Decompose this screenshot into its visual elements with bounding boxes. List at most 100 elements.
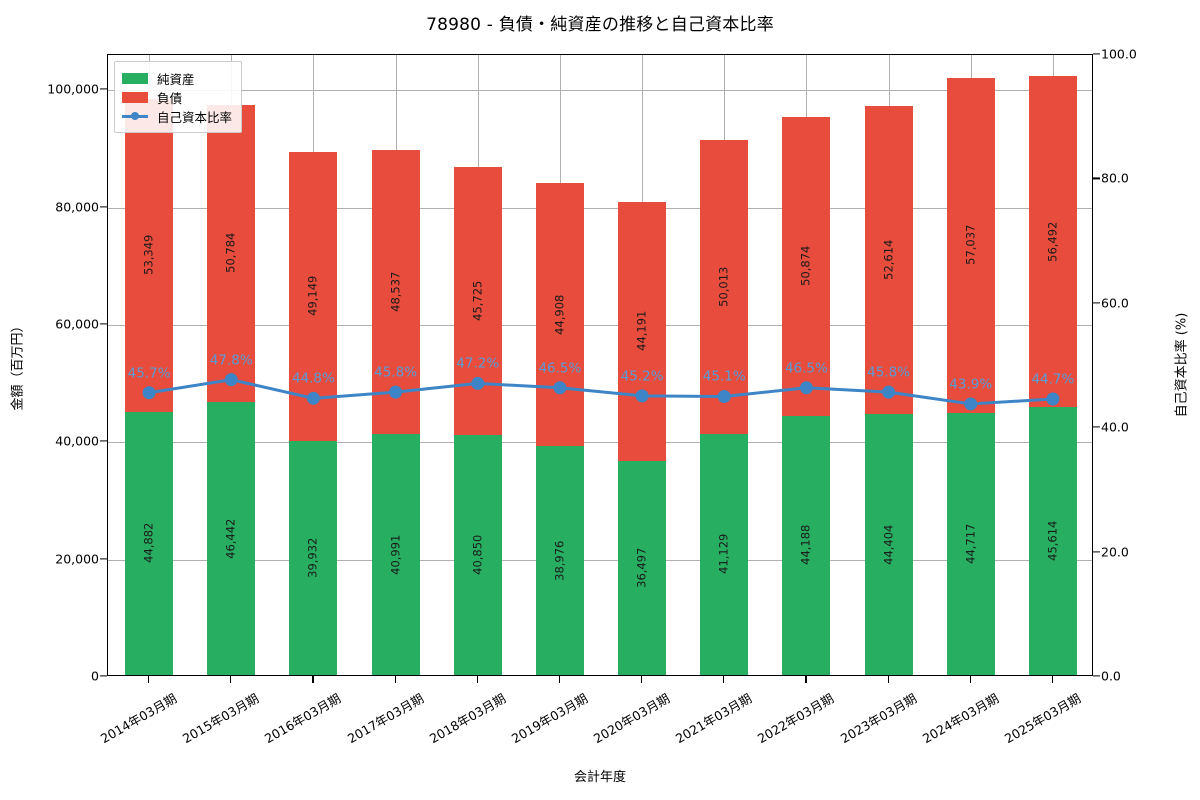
ratio-value-label: 45.1%: [702, 368, 746, 385]
bar-segment-liabilities[interactable]: 44,908: [535, 182, 584, 447]
x-tick-label: 2016年03月期: [262, 690, 344, 747]
y-tick-label-left: 60,000: [55, 316, 99, 332]
ratio-value-label: 45.8%: [374, 364, 418, 381]
x-tick-mark: [887, 676, 889, 683]
bar-segment-equity[interactable]: 44,188: [782, 415, 831, 675]
y-tick-mark-right: [1093, 551, 1100, 553]
bar-stack[interactable]: 44,404 52,614: [864, 105, 913, 675]
y-tick-mark-right: [1093, 426, 1100, 428]
y-tick-mark-right: [1093, 302, 1100, 304]
bar-value-label-equity: 45,614: [1045, 520, 1060, 562]
y-tick-label-left: 40,000: [55, 433, 99, 449]
bar-value-label-equity: 44,188: [798, 524, 813, 566]
bar-segment-equity[interactable]: 40,850: [453, 435, 502, 675]
bar-stack[interactable]: 39,932 49,149: [289, 152, 338, 675]
bar-value-label-liabilities: 53,349: [141, 234, 156, 275]
bar-value-label-liabilities: 45,725: [469, 280, 484, 322]
y-tick-label-right: 60.0: [1101, 295, 1129, 311]
x-tick-label: 2020年03月期: [590, 690, 673, 747]
ratio-line-path: [147, 378, 1055, 406]
bar-segment-liabilities[interactable]: 53,349: [125, 98, 174, 412]
bar-stack[interactable]: 36,497 44,191: [618, 201, 667, 675]
bar-segment-equity[interactable]: 36,497: [618, 460, 667, 675]
x-tick-mark: [394, 676, 396, 683]
legend: 純資産 負債 自己資本比率: [114, 61, 243, 133]
x-tick-mark: [148, 676, 150, 683]
x-tick-mark: [641, 676, 643, 683]
bar-segment-equity[interactable]: 38,976: [535, 446, 584, 675]
legend-swatch-equity: [122, 72, 148, 84]
bar-stack[interactable]: 40,850 45,725: [453, 167, 502, 675]
bar-value-label-equity: 44,717: [962, 523, 977, 564]
y-tick-mark-right: [1093, 675, 1100, 677]
bar-value-label-equity: 41,129: [716, 533, 731, 575]
y-tick-mark-left: [100, 558, 107, 560]
ratio-value-label: 47.2%: [456, 355, 500, 372]
bar-segment-liabilities[interactable]: 57,037: [946, 77, 995, 413]
ratio-value-label: 44.7%: [1031, 371, 1075, 388]
x-tick-mark: [805, 676, 807, 683]
ratio-value-label: 43.9%: [949, 376, 993, 393]
bar-value-label-equity: 40,850: [469, 534, 484, 576]
legend-item-ratio: 自己資本比率: [122, 107, 232, 125]
bar-stack[interactable]: 44,882 53,349: [125, 98, 174, 675]
bar-segment-liabilities[interactable]: 48,537: [371, 149, 420, 435]
bar-segment-equity[interactable]: 44,404: [864, 414, 913, 675]
legend-label-equity: 純資産: [157, 71, 195, 87]
y-tick-label-left: 0: [91, 668, 99, 684]
x-tick-label: 2019年03月期: [508, 690, 591, 747]
bar-segment-equity[interactable]: 44,717: [946, 412, 995, 675]
x-tick-mark: [723, 676, 725, 683]
x-tick-label: 2015年03月期: [180, 690, 262, 747]
y-tick-mark-left: [100, 323, 107, 325]
bar-segment-liabilities[interactable]: 52,614: [864, 105, 913, 415]
plot-area: 44,882 53,349 46,442 50,784 39,932 49,149 40,9…: [107, 54, 1093, 676]
bar-segment-equity[interactable]: 40,991: [371, 434, 420, 675]
bar-stack[interactable]: 45,614 56,492: [1028, 75, 1077, 675]
bar-stack[interactable]: 38,976 44,908: [535, 182, 584, 675]
x-tick-label: 2024年03月期: [919, 690, 1001, 747]
bar-segment-liabilities[interactable]: 44,191: [618, 201, 667, 461]
x-tick-mark: [476, 676, 478, 683]
ratio-value-label: 46.5%: [538, 360, 582, 377]
bar-segment-equity[interactable]: 41,129: [700, 433, 749, 675]
gridline-horizontal: [108, 442, 1092, 444]
y-tick-label-right: 20.0: [1101, 544, 1129, 560]
y-tick-label-right: 40.0: [1101, 419, 1129, 435]
ratio-value-label: 45.8%: [867, 364, 911, 381]
ratio-value-label: 46.5%: [784, 360, 828, 377]
y-tick-mark-left: [100, 675, 107, 677]
legend-line-ratio: [122, 111, 148, 122]
bar-segment-liabilities[interactable]: 50,784: [207, 104, 256, 403]
gridline-horizontal: [108, 90, 1092, 92]
bar-segment-equity[interactable]: 39,932: [289, 440, 338, 675]
bar-segment-liabilities[interactable]: 45,725: [453, 167, 502, 436]
bar-segment-liabilities[interactable]: 49,149: [289, 152, 338, 441]
bar-segment-liabilities[interactable]: 50,013: [700, 140, 749, 434]
ratio-value-label: 44.8%: [291, 370, 335, 387]
bar-value-label-equity: 46,442: [223, 518, 238, 559]
x-tick-label: 2023年03月期: [837, 690, 919, 747]
y-tick-label-right: 80.0: [1101, 170, 1129, 186]
y-tick-mark-right: [1093, 53, 1100, 55]
bar-stack[interactable]: 40,991 48,537: [371, 149, 420, 675]
bar-stack[interactable]: 44,188 50,874: [782, 117, 831, 675]
y-tick-label-right: 100.0: [1101, 46, 1137, 62]
bar-segment-equity[interactable]: 45,614: [1028, 407, 1077, 675]
bar-value-label-liabilities: 56,492: [1045, 221, 1060, 262]
y-tick-label-right: 0.0: [1101, 668, 1121, 684]
x-tick-mark: [969, 676, 971, 683]
x-tick-mark: [558, 676, 561, 683]
bar-value-label-liabilities: 52,614: [880, 239, 895, 280]
bar-segment-liabilities[interactable]: 50,874: [782, 117, 831, 416]
bar-stack[interactable]: 46,442 50,784: [207, 104, 256, 675]
x-tick-mark: [312, 676, 314, 683]
bar-segment-equity[interactable]: 46,442: [207, 402, 256, 675]
bar-segment-equity[interactable]: 44,882: [125, 411, 174, 675]
bar-value-label-equity: 40,991: [387, 534, 402, 575]
bar-stack[interactable]: 41,129 50,013: [700, 140, 749, 675]
x-tick-label: 2018年03月期: [426, 690, 508, 747]
bar-segment-liabilities[interactable]: 56,492: [1028, 75, 1077, 408]
bar-stack[interactable]: 44,717 57,037: [946, 77, 995, 675]
